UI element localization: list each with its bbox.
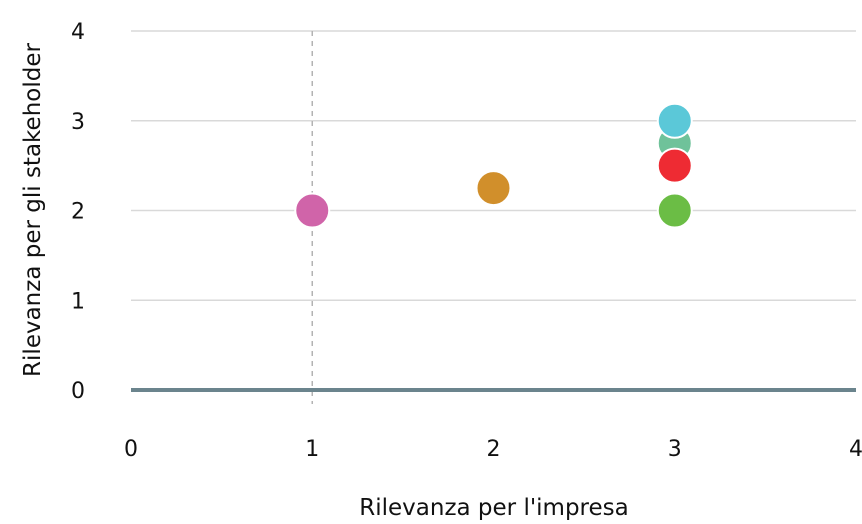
data-point[interactable] [656, 147, 693, 184]
y-axis-label: Rilevanza per gli stakeholder [20, 43, 46, 377]
x-tick-label: 0 [124, 437, 138, 462]
x-tick-label: 2 [487, 437, 501, 462]
y-tick-label: 4 [71, 20, 85, 45]
data-points [294, 102, 693, 229]
data-point[interactable] [656, 102, 693, 139]
x-tick-label: 3 [668, 437, 682, 462]
data-point[interactable] [656, 192, 693, 229]
data-point[interactable] [294, 192, 331, 229]
x-axis-label: Rilevanza per l'impresa [359, 495, 628, 521]
y-tick-label: 3 [71, 110, 85, 135]
x-tick-label: 1 [305, 437, 319, 462]
data-point[interactable] [475, 170, 512, 207]
y-tick-label: 2 [71, 200, 85, 225]
y-tick-label: 0 [71, 379, 85, 404]
y-tick-label: 1 [71, 289, 85, 314]
x-tick-label: 4 [849, 437, 862, 462]
y-axis-ticks: 0 1 2 3 4 [71, 20, 85, 404]
x-axis-ticks: 0 1 2 3 4 [124, 437, 862, 462]
grid-lines [131, 30, 856, 404]
